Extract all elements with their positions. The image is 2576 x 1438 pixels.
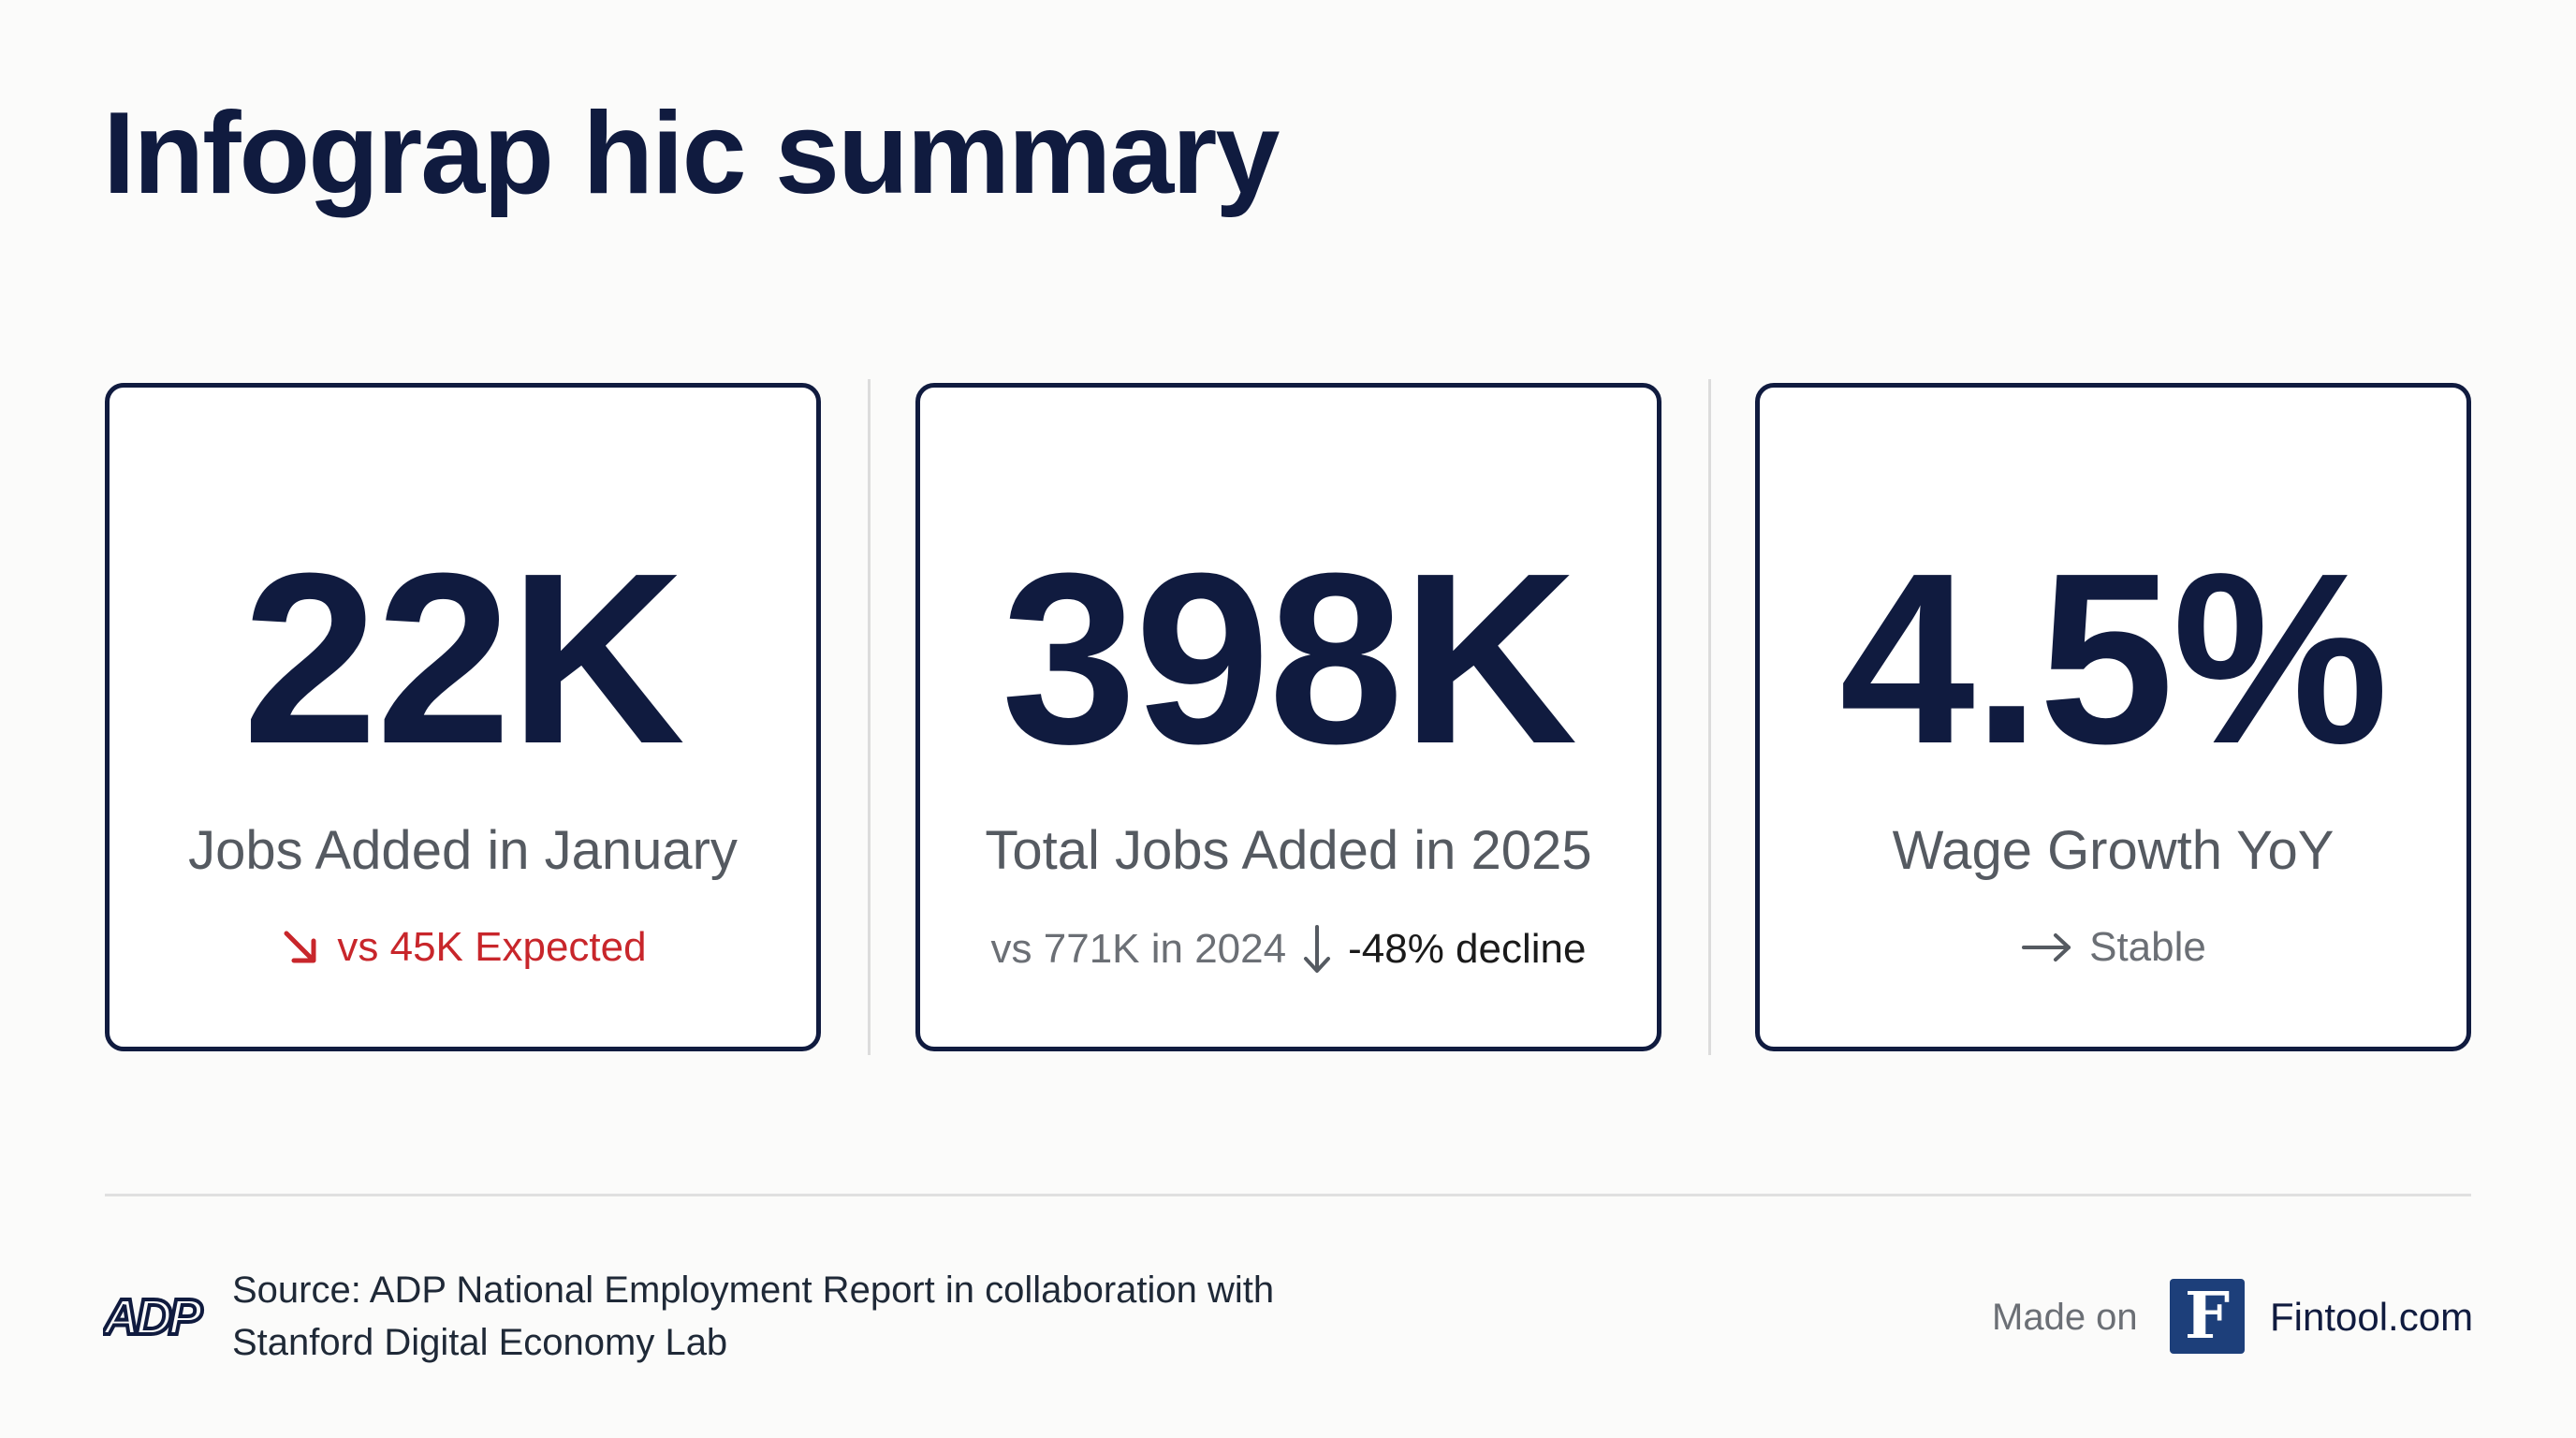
- stat-note-text: Stable: [2089, 924, 2206, 970]
- made-on-label: Made on: [1992, 1297, 2138, 1338]
- vertical-divider: [868, 379, 871, 1055]
- source-line-2: Stanford Digital Economy Lab: [232, 1322, 728, 1363]
- stat-card-wage-growth: 4.5% Wage Growth YoY Stable: [1755, 383, 2471, 1051]
- source-citation: Source: ADP National Employment Report i…: [232, 1264, 1449, 1369]
- fintool-brand-name: Fintool.com: [2270, 1295, 2474, 1339]
- adp-logo-text: ADP: [103, 1289, 203, 1342]
- stat-label: Wage Growth YoY: [1892, 820, 2334, 881]
- fintool-logo-icon: F: [2170, 1279, 2245, 1354]
- source-line-1: Source: ADP National Employment Report i…: [232, 1269, 1275, 1311]
- stat-value: 398K: [1001, 523, 1578, 795]
- stat-note-comparison: vs 771K in 2024: [990, 925, 1287, 972]
- footer-divider: [105, 1194, 2471, 1196]
- vertical-divider: [1708, 379, 1711, 1055]
- stat-label: Jobs Added in January: [188, 820, 738, 881]
- stat-value: 4.5%: [1839, 523, 2389, 795]
- page-title: Infograp hic summary: [103, 89, 1280, 218]
- stat-card-total-jobs-2025: 398K Total Jobs Added in 2025 vs 771K in…: [915, 383, 1661, 1051]
- stat-note-text: -48% decline: [1348, 925, 1587, 972]
- stat-note: vs 45K Expected: [110, 923, 816, 973]
- stat-card-jobs-january: 22K Jobs Added in January vs 45K Expecte…: [105, 383, 821, 1051]
- stat-value: 22K: [242, 523, 685, 795]
- arrow-right-icon: [2020, 929, 2074, 966]
- stat-note-text: vs 45K Expected: [337, 924, 647, 970]
- adp-logo: ADP: [99, 1287, 211, 1347]
- arrow-down-right-icon: [279, 926, 322, 969]
- stat-label: Total Jobs Added in 2025: [985, 820, 1592, 881]
- stat-note: Stable: [1760, 923, 2466, 973]
- arrow-down-icon: [1301, 923, 1333, 976]
- stat-note: vs 771K in 2024 -48% decline: [920, 923, 1657, 976]
